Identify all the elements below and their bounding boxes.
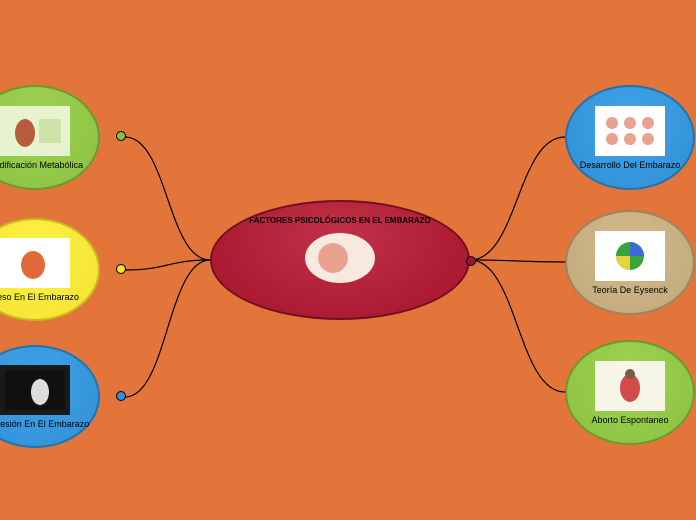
child-image-eysenck	[595, 231, 665, 281]
child-node-modificacion[interactable]: Modificación Metabólica	[0, 85, 100, 190]
child-label-eysenck: Teoría De Eysenck	[592, 285, 668, 295]
child-image-depresion	[0, 365, 70, 415]
child-image-modificacion	[0, 106, 70, 156]
child-node-depresion[interactable]: Depresión En El Embarazo	[0, 345, 100, 448]
child-node-desarrollo[interactable]: Desarrollo Del Embarazo	[565, 85, 695, 190]
connector-dot	[116, 131, 126, 141]
child-label-modificacion: Modificación Metabólica	[0, 160, 83, 170]
child-image-aborto	[595, 361, 665, 411]
child-label-peso: Peso En El Embarazo	[0, 292, 79, 302]
child-node-peso[interactable]: Peso En El Embarazo	[0, 218, 100, 321]
child-node-aborto[interactable]: Aborto Espontaneo	[565, 340, 695, 445]
center-node[interactable]: FACTORES PSICOLÓGICOS EN EL EMBARAZO	[210, 200, 470, 320]
child-label-aborto: Aborto Espontaneo	[591, 415, 668, 425]
child-label-desarrollo: Desarrollo Del Embarazo	[580, 160, 681, 170]
center-title: FACTORES PSICOLÓGICOS EN EL EMBARAZO	[229, 216, 451, 225]
child-label-depresion: Depresión En El Embarazo	[0, 419, 89, 429]
child-node-eysenck[interactable]: Teoría De Eysenck	[565, 210, 695, 315]
connector-dot	[116, 391, 126, 401]
center-image	[305, 233, 375, 283]
connector-hub-dot	[466, 256, 476, 266]
child-image-desarrollo	[595, 106, 665, 156]
child-image-peso	[0, 238, 70, 288]
connector-dot	[116, 264, 126, 274]
